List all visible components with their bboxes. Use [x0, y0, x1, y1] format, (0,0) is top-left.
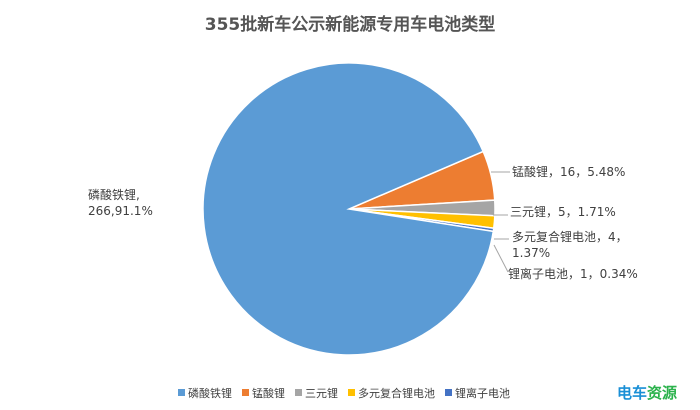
legend-label: 磷酸铁锂 — [188, 387, 232, 400]
watermark-part1: 电车 — [617, 384, 648, 402]
legend-item: 三元锂 — [295, 385, 338, 401]
data-label-line: 锰酸锂，16，5.48% — [512, 164, 625, 179]
legend-swatch — [445, 389, 452, 396]
legend-label: 多元复合锂电池 — [358, 387, 435, 400]
pie-slice-1 — [202, 62, 495, 356]
legend-item: 磷酸铁锂 — [178, 385, 232, 401]
data-label-1: 磷酸铁锂, 266,91.1% — [88, 187, 153, 218]
legend-item: 多元复合锂电池 — [348, 385, 435, 401]
data-label-line: 三元锂，5，1.71% — [510, 204, 616, 219]
leader-line-5 — [493, 244, 509, 273]
legend-swatch — [295, 389, 302, 396]
legend-swatch — [348, 389, 355, 396]
legend-item: 锂离子电池 — [445, 385, 510, 401]
legend-swatch — [178, 389, 185, 396]
watermark-part2: 资源 — [647, 384, 678, 402]
data-label-4: 多元复合锂电池，4， 1.37% — [512, 229, 628, 260]
legend-item: 锰酸锂 — [242, 385, 285, 401]
legend: 磷酸铁锂 锰酸锂 三元锂 多元复合锂电池 锂离子电池 — [178, 385, 520, 401]
data-label-line: 锂离子电池，1，0.34% — [508, 266, 638, 281]
data-label-line: 多元复合锂电池，4， — [512, 229, 628, 244]
data-label-line: 1.37% — [512, 246, 550, 260]
data-label-line: 磷酸铁锂, — [88, 187, 140, 202]
legend-swatch — [242, 389, 249, 396]
legend-label: 锂离子电池 — [455, 387, 510, 400]
watermark-logo: 电车资源 — [617, 382, 677, 403]
data-label-line: 266,91.1% — [88, 204, 153, 218]
data-label-2: 锰酸锂，16，5.48% — [512, 164, 625, 179]
data-label-3: 三元锂，5，1.71% — [510, 204, 616, 219]
chart-title: 355批新车公示新能源专用车电池类型 — [204, 15, 496, 35]
legend-label: 锰酸锂 — [252, 387, 285, 400]
data-label-5: 锂离子电池，1，0.34% — [508, 266, 638, 281]
legend-label: 三元锂 — [305, 387, 338, 400]
